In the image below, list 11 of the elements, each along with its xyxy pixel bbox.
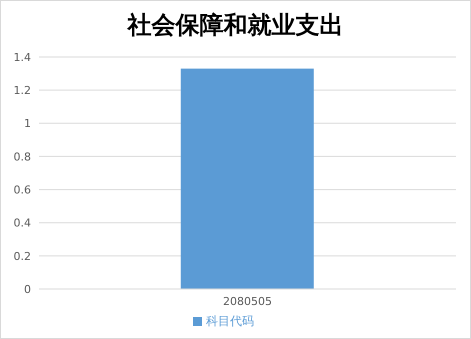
y-tick-label: 0.4	[14, 216, 31, 230]
chart-title: 社会保障和就业支出	[126, 9, 344, 41]
x-tick-label: 2080505	[223, 294, 272, 308]
legend-label: 科目代码	[206, 314, 254, 328]
y-tick-label: 0.8	[14, 150, 31, 164]
y-tick-label: 1	[24, 117, 31, 130]
y-tick-label: 1.2	[14, 84, 31, 98]
y-tick-label: 0	[24, 282, 31, 296]
y-tick-label: 0.2	[14, 250, 31, 263]
y-tick-label: 1.4	[14, 50, 31, 64]
y-tick-label: 0.6	[14, 183, 31, 196]
